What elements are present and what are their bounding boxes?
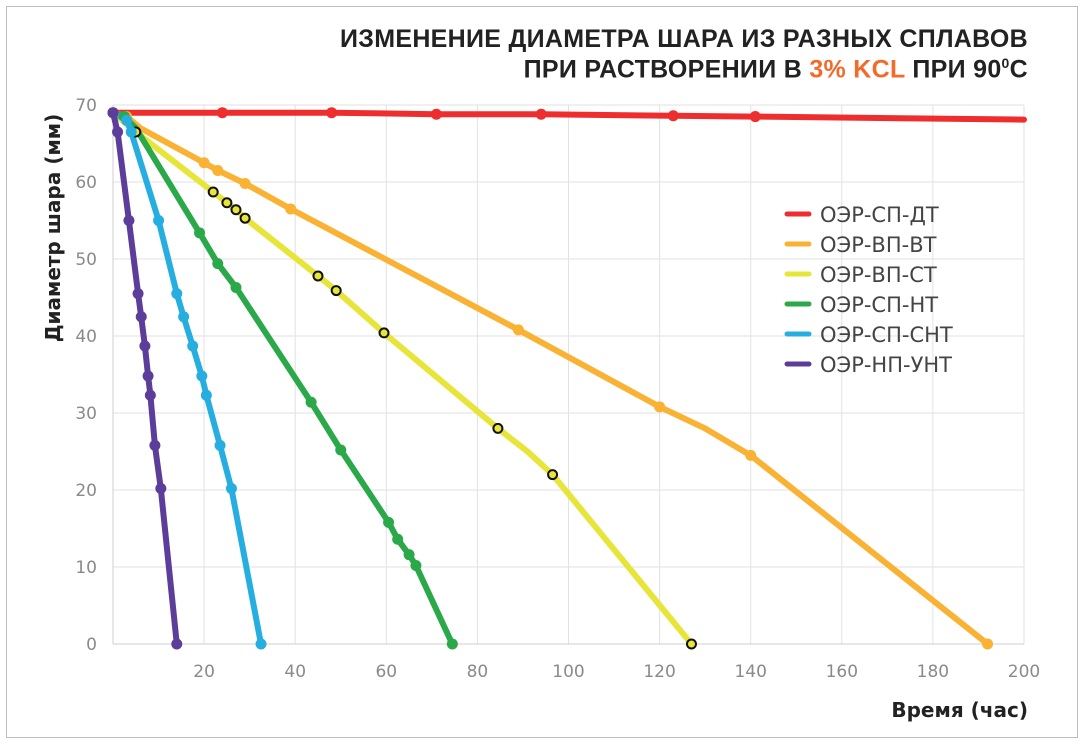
data-point [255,638,267,650]
y-tick-label: 60 [75,173,97,193]
chart-frame [6,6,1078,738]
data-point [135,311,147,323]
y-axis-label: Диаметр шара (мм) [41,114,65,343]
data-point-open [378,327,390,339]
y-tick-label: 0 [86,635,97,655]
title-suffix: ПРИ 90 [905,55,1002,84]
data-point [132,288,144,300]
data-point [667,110,679,122]
data-point-open [312,270,324,282]
data-point [139,340,151,352]
y-tick-label: 70 [75,96,97,116]
data-point [335,444,347,456]
data-point-open [330,285,342,297]
x-tick-label: 80 [467,662,489,682]
data-point [107,107,119,119]
series-line-3 [110,109,456,647]
legend-label: ОЭР-СП-ДТ [820,203,939,227]
legend-label: ОЭР-НП-УНТ [820,353,952,377]
x-tick-label: 120 [643,662,675,682]
title-accent: 3% KCL [809,55,906,84]
data-point [194,227,206,239]
x-tick-label: 160 [826,662,858,682]
data-point-open [547,469,559,481]
data-point [123,215,135,226]
data-point [196,370,208,382]
data-point [326,107,338,119]
y-tick-label: 10 [75,558,97,578]
data-point [153,215,165,226]
data-point [212,164,224,176]
data-point [446,638,458,650]
legend-label: ОЭР-ВП-ВТ [820,233,937,257]
data-point [392,533,404,545]
data-point [403,549,415,561]
x-tick-label: 20 [193,662,215,682]
data-point [171,638,183,650]
data-point [239,178,251,190]
data-point [171,288,183,300]
y-tick-label: 50 [75,250,97,270]
title-end: С [1009,55,1028,84]
data-point [745,449,757,461]
chart-title-line1: ИЗМЕНЕНИЕ ДИАМЕТРА ШАРА ИЗ РАЗНЫХ СПЛАВО… [339,25,1028,53]
data-point [285,203,297,215]
y-tick-label: 40 [75,327,97,347]
x-tick-label: 60 [375,662,397,682]
data-point [225,482,237,494]
axes: 20 40 60 80 100 120 140 160 180 200 0 10 20 30 40 50 60 7… [75,96,1040,682]
x-axis-label: Время (час) [891,698,1028,722]
chart-title-line2: ПРИ РАСТВОРЕНИИ В 3% KCL ПРИ 900С [524,55,1028,84]
legend-label: ОЭР-СП-НТ [820,293,938,317]
data-point [112,126,124,138]
data-point-open [239,212,251,224]
title-superscript: 0 [1001,55,1010,71]
series-line-4 [110,109,264,647]
data-point [200,389,212,401]
x-tick-label: 140 [734,662,766,682]
data-point-open [221,197,233,209]
x-tick-label: 100 [552,662,584,682]
series-line-0 [110,109,1027,123]
title-prefix: ПРИ РАСТВОРЕНИИ В [523,55,810,84]
data-point [178,311,190,323]
legend-label: ОЭР-СП-СНТ [820,323,953,347]
data-point [430,108,442,120]
data-point [216,107,228,119]
data-point [383,516,395,528]
data-point [149,439,161,451]
data-point [155,482,167,494]
data-point [512,324,524,336]
data-point [305,396,317,408]
data-point [654,401,666,413]
data-point-open [230,204,242,216]
legend: ОЭР-СП-ДТ ОЭР-ВП-ВТ ОЭР-ВП-СТ ОЭР-СП-НТ ОЭР-… [784,203,953,377]
data-point [749,111,761,123]
data-point [410,559,422,571]
data-point [198,157,210,169]
data-point [212,258,224,270]
x-tick-label: 180 [917,662,949,682]
data-point [230,281,242,293]
x-tick-label: 200 [1008,662,1040,682]
y-tick-label: 20 [75,481,97,501]
data-point [214,439,226,451]
y-tick-label: 30 [75,404,97,424]
markers-group [107,107,994,650]
x-tick-label: 40 [284,662,306,682]
data-point [187,340,199,352]
data-point [125,126,137,138]
data-point [982,638,994,650]
data-point-open [492,422,504,434]
data-point-open [207,186,219,198]
legend-label: ОЭР-ВП-СТ [820,263,937,287]
data-point [535,108,547,120]
data-point [144,389,156,401]
data-point [121,114,133,126]
data-point-open [685,638,697,650]
data-point [142,370,154,382]
